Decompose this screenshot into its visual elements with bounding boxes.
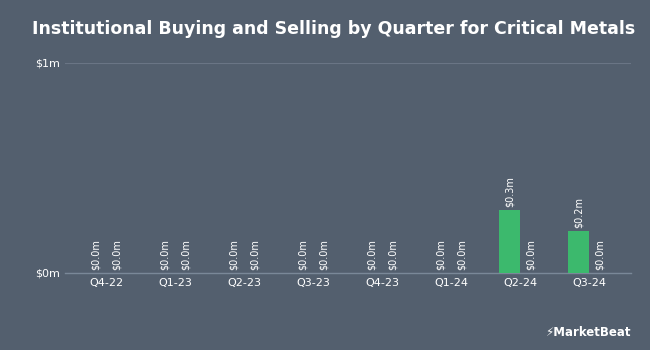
Text: $0.2m: $0.2m — [574, 197, 584, 229]
Text: $0.0m: $0.0m — [367, 240, 377, 271]
Text: $0.3m: $0.3m — [505, 177, 515, 208]
Bar — [499, 210, 520, 273]
Text: $0.0m: $0.0m — [181, 240, 190, 271]
Text: ⚡MarketBeat: ⚡MarketBeat — [545, 327, 630, 340]
Text: $0.0m: $0.0m — [525, 240, 536, 271]
Text: $0.0m: $0.0m — [160, 240, 170, 271]
Text: $0.0m: $0.0m — [387, 240, 398, 271]
Text: $0.0m: $0.0m — [318, 240, 329, 271]
Text: $0.0m: $0.0m — [229, 240, 239, 271]
Text: $0.0m: $0.0m — [112, 240, 122, 271]
Text: $0.0m: $0.0m — [456, 240, 467, 271]
Text: $0.0m: $0.0m — [298, 240, 308, 271]
Text: $0.0m: $0.0m — [91, 240, 101, 271]
Bar — [569, 231, 589, 273]
Text: Institutional Buying and Selling by Quarter for Critical Metals: Institutional Buying and Selling by Quar… — [32, 21, 636, 38]
Text: $0.0m: $0.0m — [595, 240, 604, 271]
Text: $0.0m: $0.0m — [250, 240, 259, 271]
Text: $0.0m: $0.0m — [436, 240, 446, 271]
